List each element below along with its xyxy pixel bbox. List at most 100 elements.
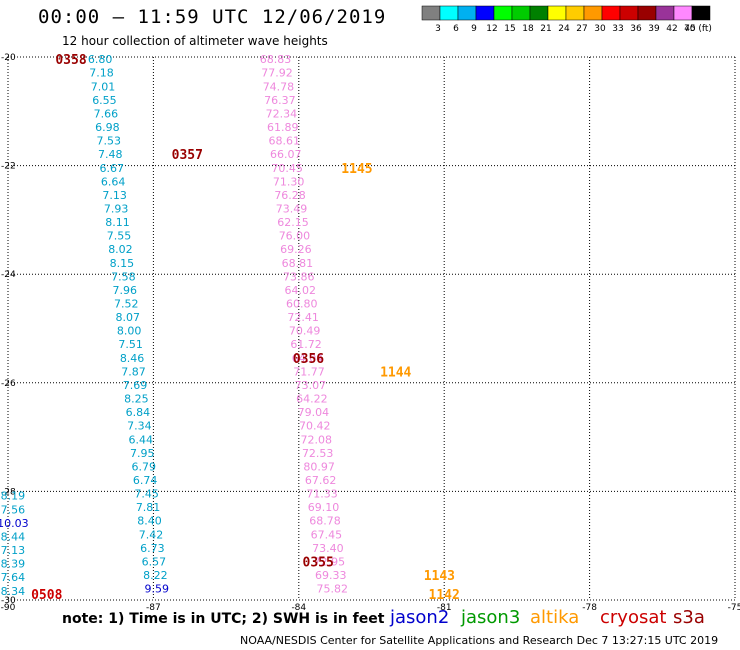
swh-value-label: 8.46 — [120, 352, 145, 365]
swh-value-label: 64.02 — [285, 284, 317, 297]
chart-title: 00:00 — 11:59 UTC 12/06/2019 — [38, 6, 387, 28]
x-tick-label: -90 — [1, 603, 16, 613]
x-tick-label: -84 — [291, 603, 306, 613]
swh-value-label: 72.95 — [314, 555, 346, 568]
swh-value-label: 8.40 — [137, 515, 162, 528]
footer-note: note: 1) Time is in UTC; 2) SWH is in fe… — [62, 611, 385, 627]
swh-value-label: 7.18 — [89, 67, 114, 80]
color-scale-label: 15 — [504, 24, 515, 34]
time-label: 0508 — [31, 588, 62, 603]
color-scale-swatch — [691, 5, 711, 21]
footer-credit: NOAA/NESDIS Center for Satellite Applica… — [240, 634, 719, 647]
y-tick-label: -20 — [1, 53, 16, 63]
satellite-name: cryosat — [600, 607, 667, 628]
swh-value-label: 70.49 — [289, 325, 321, 338]
color-scale-swatch — [565, 5, 585, 21]
color-scale-swatch — [655, 5, 675, 21]
satellite-altika: altika — [530, 607, 579, 628]
chart-axes: -90 -87 -84 -81 -78 -75 -20 -22 -24 -26 -28 -30 — [1, 53, 740, 613]
time-label: 0358 — [55, 53, 86, 68]
chart-marks: 6.807.187.016.557.666.987.537.486.676.64… — [0, 53, 460, 603]
swh-value-label: 68.81 — [282, 257, 314, 270]
swh-value-label: 7.69 — [123, 379, 148, 392]
color-scale-label: 18 — [522, 24, 534, 34]
swh-value-label: 72.41 — [287, 311, 319, 324]
satellite-name: jason2 — [390, 607, 450, 628]
time-label: 1144 — [380, 365, 411, 380]
color-scale-swatch — [511, 5, 531, 21]
swh-value-label: 64.22 — [296, 393, 328, 406]
swh-value-label: 72.53 — [302, 447, 334, 460]
color-scale-swatch — [583, 5, 603, 21]
swh-value-label: 71.77 — [293, 365, 325, 378]
time-label: 1142 — [429, 588, 460, 603]
swh-value-label: 7.58 — [111, 270, 136, 283]
color-scale-swatch — [619, 5, 639, 21]
time-label: 0357 — [172, 148, 203, 163]
swh-value-label: 7.48 — [98, 148, 123, 161]
color-scale-swatch — [529, 5, 549, 21]
swh-value-label: 6.84 — [126, 406, 151, 419]
swh-value-label: 68.78 — [309, 515, 341, 528]
satellite-cryosat: cryosat — [600, 607, 666, 628]
swh-value-label: 67.45 — [311, 528, 343, 541]
swh-value-label: 69.26 — [280, 243, 312, 256]
satellite-name: altika — [530, 607, 580, 628]
color-scale-swatch — [439, 5, 459, 21]
swh-value-label: 6.98 — [95, 121, 120, 134]
color-scale-label: 21 — [540, 24, 551, 34]
swh-value-label: 8.22 — [143, 569, 168, 582]
color-scale-label: 24 — [558, 24, 570, 34]
color-scale-label: 30 — [594, 24, 606, 34]
swh-value-label: 76.00 — [279, 230, 311, 243]
swh-value-label: 73.07 — [295, 379, 327, 392]
swh-value-label: 69.33 — [315, 569, 347, 582]
swh-value-label: 75.82 — [316, 583, 348, 596]
swh-value-label: 6.55 — [92, 94, 117, 107]
swh-value-label: 7.13 — [102, 189, 127, 202]
chart-subtitle: 12 hour collection of altimeter wave hei… — [62, 34, 328, 48]
swh-value-label: 67.62 — [305, 474, 337, 487]
swh-value-label: 7.45 — [134, 488, 159, 501]
satellite-name: jason3 — [461, 607, 521, 628]
swh-value-label: 7.87 — [121, 365, 146, 378]
color-scale-label: 33 — [612, 24, 623, 34]
swh-value-label: 64.04 — [292, 352, 324, 365]
swh-value-label: 7.64 — [1, 571, 26, 584]
swh-value-label: 7.55 — [107, 230, 132, 243]
y-tick-label: -24 — [1, 270, 16, 280]
swh-value-label: 61.72 — [290, 338, 322, 351]
swh-value-label: 8.19 — [1, 490, 26, 503]
satellite-name: s3a — [673, 607, 705, 628]
color-scale-label: 27 — [576, 24, 587, 34]
y-tick-label: -28 — [1, 487, 16, 497]
swh-value-label: 7.56 — [1, 503, 26, 516]
x-tick-label: -87 — [146, 603, 161, 613]
swh-value-label: 71.33 — [306, 488, 338, 501]
swh-value-label: 8.25 — [124, 393, 149, 406]
swh-value-label: 7.95 — [130, 447, 155, 460]
swh-value-label: 68.61 — [269, 135, 301, 148]
x-tick-label: -75 — [728, 603, 740, 613]
swh-value-label: 66.07 — [270, 148, 302, 161]
color-scale-label: 9 — [471, 24, 477, 34]
swh-value-label: 68.83 — [260, 53, 292, 66]
swh-value-label: 7.81 — [136, 501, 161, 514]
swh-value-label: 70.42 — [299, 420, 331, 433]
swh-value-label: 7.42 — [139, 528, 164, 541]
swh-value-label: 74.78 — [263, 80, 295, 93]
chart-grid — [7, 56, 736, 601]
swh-value-label: 73.49 — [276, 202, 308, 215]
swh-value-label: 7.13 — [1, 544, 26, 557]
swh-value-label: 7.01 — [91, 80, 116, 93]
swh-value-label: 9.59 — [145, 583, 170, 596]
color-scale-swatch — [673, 5, 693, 21]
swh-value-label: 8.44 — [1, 530, 26, 543]
color-scale-swatch — [475, 5, 495, 21]
swh-value-label: 7.93 — [104, 202, 129, 215]
swh-value-label: 8.39 — [1, 558, 26, 571]
swh-value-label: 72.34 — [266, 107, 298, 120]
swh-value-label: 7.96 — [113, 284, 138, 297]
swh-value-label: 6.80 — [88, 53, 113, 66]
